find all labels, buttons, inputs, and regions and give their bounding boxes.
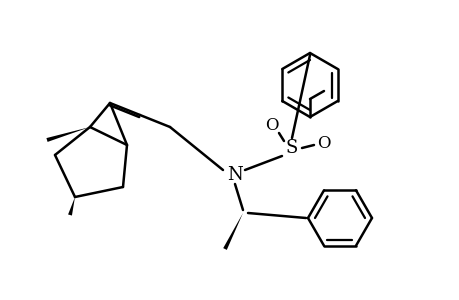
Polygon shape xyxy=(46,127,90,142)
Polygon shape xyxy=(223,213,242,250)
Text: S: S xyxy=(285,139,297,157)
Text: O: O xyxy=(317,134,330,152)
Text: N: N xyxy=(227,166,242,184)
Text: O: O xyxy=(265,118,278,134)
Polygon shape xyxy=(68,197,75,215)
